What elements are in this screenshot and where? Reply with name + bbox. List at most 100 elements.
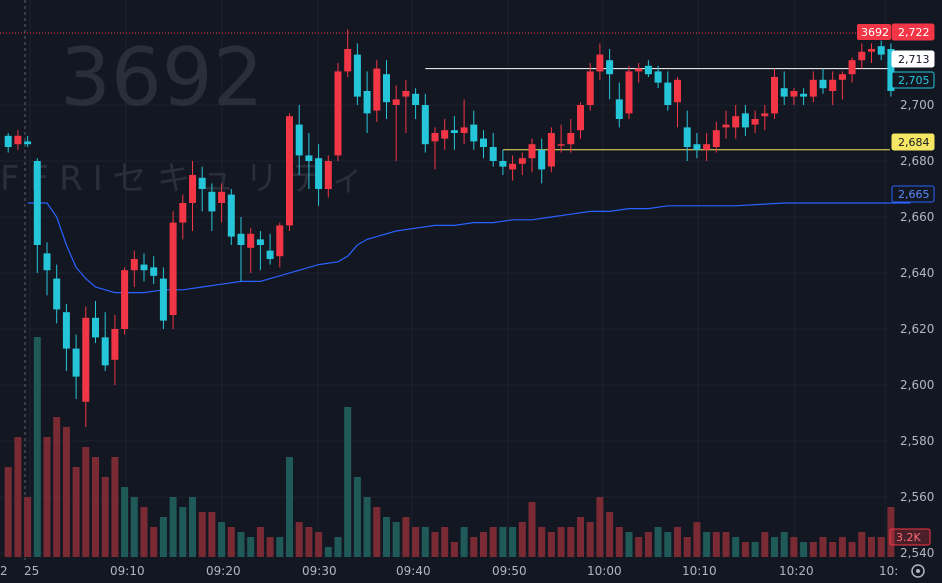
- candle-body: [819, 79, 827, 89]
- candle-body: [227, 194, 235, 237]
- candle-body: [179, 203, 187, 223]
- time-tick-label: 10:10: [682, 564, 717, 578]
- price-tag-text: 2,705: [898, 74, 930, 87]
- volume-bar: [315, 532, 323, 557]
- candle-body: [344, 49, 352, 72]
- candle-body: [848, 60, 856, 75]
- candle-body: [53, 278, 61, 310]
- volume-bar: [43, 437, 51, 557]
- candle-body: [295, 124, 303, 156]
- candle-body: [838, 74, 846, 80]
- candle-body: [800, 93, 808, 97]
- volume-bar: [392, 522, 400, 557]
- volume-bar: [858, 532, 866, 557]
- price-axis[interactable]: 2,540 2,560 2,580 2,600 2,620 2,640 2,660 2,680…: [900, 98, 934, 560]
- vwap-line: [27, 202, 911, 294]
- volume-bar: [664, 532, 672, 557]
- volume-tag: 3.2K: [889, 528, 931, 546]
- volume-bar: [732, 537, 740, 557]
- candle-body: [101, 337, 109, 366]
- volume-bar: [528, 502, 536, 557]
- candle-body: [431, 133, 439, 142]
- watermark-name: FFRIセキュリティ: [0, 159, 375, 199]
- volume-bar: [800, 542, 808, 557]
- time-tick-label: 09:10: [110, 564, 145, 578]
- volume-bar: [460, 527, 468, 557]
- volume-bar: [140, 507, 148, 557]
- time-tick-label: 09:30: [302, 564, 337, 578]
- price-tag-text: 2,665: [898, 188, 930, 201]
- candle-body: [809, 79, 817, 97]
- candle-body: [286, 116, 293, 226]
- price-tag: [891, 23, 935, 41]
- volume-bar: [518, 522, 526, 557]
- candle-body: [654, 71, 662, 83]
- time-tick-label: 09:50: [492, 564, 527, 578]
- volume-bar: [868, 537, 875, 557]
- candle-body: [606, 60, 614, 75]
- candle-body: [528, 144, 536, 159]
- price-tick-label: 2,540: [900, 546, 934, 560]
- price-tick-label: 2,660: [900, 210, 934, 224]
- volume-bar: [266, 537, 274, 557]
- volume-bar: [547, 532, 555, 557]
- candle-body: [412, 93, 420, 105]
- candle-body: [761, 113, 769, 117]
- candle-body: [305, 155, 313, 161]
- candle-body: [62, 312, 70, 349]
- candle-body: [829, 79, 837, 91]
- candle-body: [266, 250, 274, 259]
- volume-bar: [373, 507, 381, 557]
- volume-bar: [353, 477, 361, 557]
- volume-bar: [62, 427, 70, 557]
- volume-bar: [887, 507, 895, 557]
- volume-bar: [674, 527, 681, 557]
- candle-body: [82, 317, 90, 402]
- price-tag-text: 2,722: [898, 26, 930, 39]
- volume-bar: [509, 527, 517, 557]
- candle-body: [450, 130, 458, 133]
- volume-bar: [450, 542, 458, 557]
- candle-body: [14, 135, 22, 145]
- candle-body: [237, 233, 245, 245]
- volume-bar: [712, 532, 720, 557]
- volume-bar: [470, 537, 478, 557]
- candle-body: [315, 158, 323, 189]
- candle-body: [625, 71, 633, 114]
- candle-body: [858, 51, 866, 61]
- settings-icon[interactable]: [911, 564, 925, 578]
- volume-bar: [567, 527, 575, 557]
- volume-bar: [412, 527, 420, 557]
- candle-body: [256, 239, 264, 245]
- volume-bar: [761, 532, 769, 557]
- price-tag: [891, 71, 935, 89]
- candle-body: [518, 158, 526, 164]
- candle-body: [111, 329, 119, 360]
- volume-bar: [557, 527, 565, 557]
- volume-bar: [606, 512, 614, 557]
- volume-bar: [577, 517, 584, 557]
- volume-bar: [809, 542, 817, 557]
- time-axis[interactable]: 2 25 09:10 09:20 09:30 09:40 09:50 10:00 10:10 10…: [0, 564, 898, 578]
- volume-bar: [383, 517, 390, 557]
- volume-bar: [276, 537, 284, 557]
- candle-body: [868, 49, 875, 52]
- volume-tag-text: 3.2K: [896, 531, 921, 544]
- volume-bar: [693, 522, 701, 557]
- volume-bar: [33, 337, 41, 557]
- time-tick-label: 10:20: [779, 564, 814, 578]
- volume-bar: [703, 532, 711, 557]
- volume-bar: [848, 542, 856, 557]
- candle-body: [363, 91, 371, 114]
- candle-body: [353, 54, 361, 97]
- candle-body: [334, 71, 342, 156]
- candle-body: [402, 91, 410, 97]
- volume-bar: [780, 532, 788, 557]
- price-tick-label: 2,680: [900, 154, 934, 168]
- candle-body: [121, 270, 129, 329]
- candle-body: [499, 161, 507, 167]
- volume-bar: [421, 527, 429, 557]
- candle-body: [790, 91, 798, 97]
- candle-body: [547, 133, 555, 167]
